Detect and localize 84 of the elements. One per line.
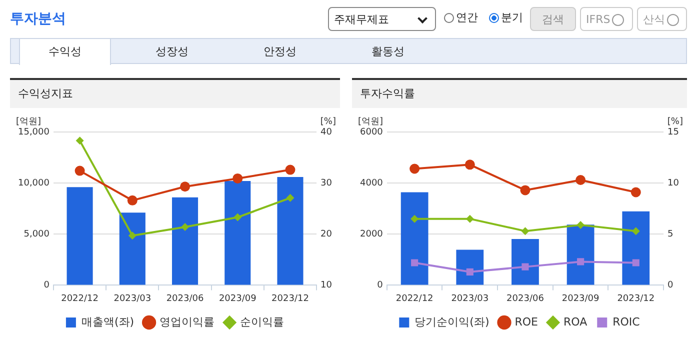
- point: [521, 227, 530, 236]
- y2-tick-label: 0: [668, 280, 674, 291]
- text: 수익성: [19, 38, 111, 65]
- point: [180, 182, 190, 192]
- y2-tick-label: 40: [320, 127, 332, 138]
- text: 분기: [501, 10, 523, 25]
- point: [127, 195, 138, 206]
- text: IFRS: [586, 13, 610, 26]
- chart-title: 수익성지표: [10, 80, 340, 108]
- legend-label: 당기순이익(좌): [414, 315, 490, 328]
- y-tick-label: 0: [44, 280, 50, 291]
- x-tick-label: 2023/12: [272, 294, 309, 304]
- bar: [512, 238, 539, 285]
- x-tick-label: 2023/09: [218, 294, 257, 304]
- text: 안정성: [262, 44, 298, 60]
- text: 성장성: [154, 44, 190, 60]
- bar: [66, 187, 93, 285]
- point: [522, 263, 529, 270]
- point: [577, 258, 584, 266]
- bar: [224, 181, 251, 285]
- x-tick-label: 2023/06: [166, 294, 204, 304]
- x-tick-label: 2023/09: [562, 294, 600, 304]
- text: 연간: [456, 10, 478, 25]
- legend-label: ROE: [514, 315, 538, 328]
- point: [234, 213, 242, 222]
- point: [576, 175, 586, 186]
- point: [466, 268, 474, 276]
- point: [632, 259, 640, 266]
- chart-title: 투자수익률: [352, 80, 687, 108]
- point: [76, 136, 84, 145]
- y2-tick-label: 20: [320, 229, 332, 240]
- y-axis-title: [억원]: [16, 116, 42, 127]
- text: 투자분석: [10, 10, 66, 28]
- y-tick-label: 10,000: [18, 178, 50, 188]
- point: [181, 222, 190, 231]
- legend-label: ROA: [563, 315, 588, 328]
- x-tick-label: 2022/12: [61, 294, 98, 304]
- y-tick-label: 15,000: [18, 127, 50, 138]
- y2-axis-title: [%]: [320, 116, 336, 127]
- point: [74, 166, 85, 176]
- point: [285, 164, 296, 175]
- x-tick-label: 2023/03: [451, 294, 489, 304]
- point: [411, 259, 418, 266]
- x-tick-label: 2023/06: [506, 294, 544, 304]
- y2-tick-label: 10: [320, 280, 332, 291]
- legend-label: 매출액(좌): [81, 315, 134, 328]
- point: [630, 187, 641, 198]
- x-tick-label: 2022/12: [396, 294, 434, 304]
- point: [520, 185, 530, 196]
- bar: [119, 212, 146, 285]
- point: [576, 220, 585, 229]
- y-tick-label: 0: [377, 280, 384, 291]
- y-tick-label: 4000: [360, 178, 384, 188]
- y2-axis-title: [%]: [667, 116, 683, 127]
- x-tick-label: 2023/03: [114, 294, 152, 304]
- text: 활동성: [370, 44, 406, 60]
- bar: [456, 250, 484, 285]
- y2-tick-label: 10: [668, 178, 680, 188]
- point: [632, 227, 640, 236]
- y-tick-label: 2000: [360, 229, 384, 240]
- text: 주재무제표: [328, 7, 436, 31]
- bar: [277, 176, 304, 285]
- legend-label: ROIC: [612, 315, 640, 328]
- y-tick-label: 6000: [360, 127, 384, 138]
- point: [410, 164, 420, 174]
- y2-tick-label: 15: [668, 127, 679, 138]
- bar: [172, 197, 198, 285]
- bar: [622, 211, 650, 285]
- text: 산식: [643, 13, 665, 26]
- point: [410, 214, 419, 223]
- y-axis-title: [억원]: [358, 116, 384, 127]
- point: [128, 232, 136, 240]
- point: [464, 160, 475, 170]
- text: 검색: [530, 7, 576, 31]
- point: [466, 214, 474, 223]
- legend-label: 순이익률: [240, 315, 284, 328]
- bar: [400, 192, 428, 285]
- point: [286, 194, 294, 202]
- y2-tick-label: 30: [320, 178, 332, 188]
- point: [232, 173, 243, 184]
- y-tick-label: 5,000: [24, 229, 50, 240]
- x-tick-label: 2023/12: [617, 294, 655, 304]
- legend-label: 영업이익률: [160, 315, 215, 328]
- y2-tick-label: 5: [668, 229, 674, 240]
